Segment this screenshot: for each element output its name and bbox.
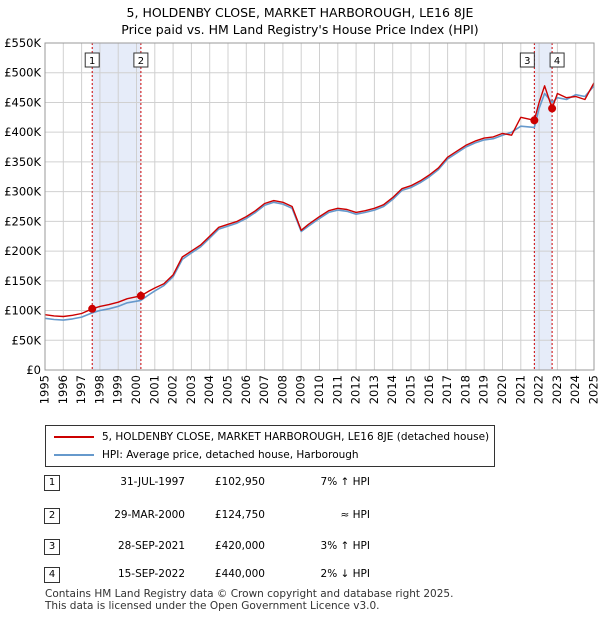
- transaction-date: 15-SEP-2022: [117, 568, 185, 580]
- x-tick-label: 2006: [239, 375, 253, 404]
- transaction-badge-label: 1: [89, 56, 95, 67]
- transaction-badge: 3: [44, 539, 60, 555]
- y-tick-label: £350K: [4, 155, 41, 169]
- transaction-date: 28-SEP-2021: [117, 540, 185, 552]
- transaction-date: 31-JUL-1997: [120, 476, 185, 488]
- transaction-hpi: 3% ↑ HPI: [320, 540, 370, 552]
- footer-line-2: This data is licensed under the Open Gov…: [45, 600, 380, 612]
- y-tick-label: £50K: [12, 333, 42, 347]
- x-tick-label: 2009: [294, 375, 308, 404]
- x-tick-label: 2007: [257, 375, 271, 404]
- transaction-hpi: 7% ↑ HPI: [320, 476, 370, 488]
- transaction-marker: [136, 291, 145, 300]
- x-tick-label: 2022: [532, 375, 546, 404]
- transaction-badge: 4: [44, 567, 60, 583]
- x-tick-label: 2016: [422, 375, 436, 404]
- x-tick-label: 2001: [147, 375, 161, 404]
- x-tick-label: 1995: [38, 375, 52, 404]
- legend-label-property: 5, HOLDENBY CLOSE, MARKET HARBOROUGH, LE…: [102, 431, 490, 443]
- transaction-badge-box: [133, 52, 149, 68]
- transaction-badge: 1: [44, 475, 60, 491]
- plot-frame: [44, 42, 595, 371]
- x-tick-label: 2005: [221, 375, 235, 404]
- transaction-badge-box: [84, 52, 100, 68]
- x-tick-label: 2010: [312, 375, 326, 404]
- legend-label-hpi: HPI: Average price, detached house, Harb…: [102, 449, 359, 461]
- transaction-price: £420,000: [214, 540, 265, 552]
- x-tick-label: 1998: [92, 375, 106, 404]
- transaction-hpi: 2% ↓ HPI: [320, 568, 370, 580]
- transaction-badge-box: [549, 52, 565, 68]
- x-tick-label: 2011: [330, 375, 344, 404]
- transaction-row: 2 29-MAR-2000 £124,750 ≈ HPI: [0, 508, 600, 528]
- y-tick-label: £300K: [4, 185, 41, 199]
- transaction-badge-box: [519, 52, 535, 68]
- transaction-badge-label: 4: [554, 56, 560, 67]
- y-tick-label: £400K: [4, 125, 41, 139]
- transaction-marker: [548, 104, 557, 113]
- transaction-price: £102,950: [214, 476, 265, 488]
- transaction-row: 3 28-SEP-2021 £420,000 3% ↑ HPI: [0, 539, 600, 559]
- footer-line-1: Contains HM Land Registry data © Crown c…: [45, 588, 454, 600]
- legend-line-property: [54, 436, 94, 438]
- y-tick-label: £200K: [4, 244, 41, 258]
- x-tick-label: 2014: [385, 375, 399, 404]
- y-tick-label: £250K: [4, 214, 41, 228]
- chart-legend: 5, HOLDENBY CLOSE, MARKET HARBOROUGH, LE…: [45, 425, 495, 467]
- x-tick-label: 2013: [367, 375, 381, 404]
- x-tick-label: 2018: [458, 375, 472, 404]
- transaction-marker: [88, 304, 97, 313]
- x-tick-label: 2020: [495, 375, 509, 404]
- transaction-date: 29-MAR-2000: [114, 509, 185, 521]
- transaction-price: £124,750: [214, 509, 265, 521]
- y-tick-label: £150K: [4, 274, 41, 288]
- transaction-badge: 2: [44, 508, 60, 524]
- x-tick-label: 1996: [56, 375, 70, 404]
- x-tick-label: 2008: [275, 375, 289, 404]
- x-tick-label: 2003: [184, 375, 198, 404]
- transaction-badge-label: 3: [524, 56, 530, 67]
- transaction-badge-label: 2: [138, 56, 144, 67]
- transaction-marker: [530, 116, 539, 125]
- y-tick-label: £550K: [4, 36, 41, 50]
- x-tick-label: 2015: [404, 375, 418, 404]
- chart-title: 5, HOLDENBY CLOSE, MARKET HARBOROUGH, LE…: [126, 5, 474, 20]
- x-tick-label: 2024: [568, 375, 582, 404]
- x-tick-label: 1997: [74, 375, 88, 404]
- legend-line-hpi: [54, 454, 94, 456]
- footer-attribution: Contains HM Land Registry data © Crown c…: [45, 588, 453, 612]
- x-tick-label: 2017: [440, 375, 454, 404]
- transaction-hpi: ≈ HPI: [340, 509, 370, 521]
- chart-subtitle: Price paid vs. HM Land Registry's House …: [121, 22, 479, 37]
- y-tick-label: £0: [26, 363, 41, 377]
- y-tick-label: £100K: [4, 304, 41, 318]
- x-tick-label: 2002: [166, 375, 180, 404]
- x-tick-label: 1999: [111, 375, 125, 404]
- x-tick-label: 2021: [513, 375, 527, 404]
- x-tick-label: 2019: [477, 375, 491, 404]
- transaction-price: £440,000: [214, 568, 265, 580]
- price-chart: 1 2 3 4 £0 £50K £100K £150K £200K £250K £300K £350…: [4, 36, 600, 404]
- y-tick-label: £450K: [4, 95, 41, 109]
- y-tick-label: £500K: [4, 66, 41, 80]
- x-tick-label: 2000: [129, 375, 143, 404]
- x-tick-label: 2004: [202, 375, 216, 404]
- transaction-row: 4 15-SEP-2022 £440,000 2% ↓ HPI: [0, 567, 600, 587]
- x-tick-label: 2012: [349, 375, 363, 404]
- transaction-row: 1 31-JUL-1997 £102,950 7% ↑ HPI: [0, 475, 600, 495]
- x-tick-label: 2023: [550, 375, 564, 404]
- x-tick-label: 2025: [587, 375, 600, 404]
